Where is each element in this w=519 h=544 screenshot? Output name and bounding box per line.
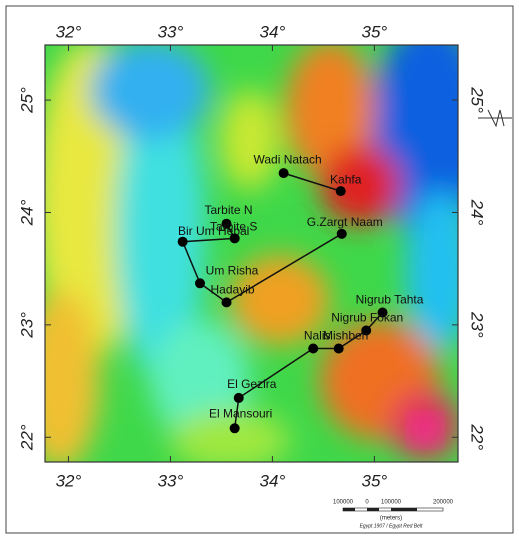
station bbox=[222, 297, 232, 307]
scale-label: 100000 bbox=[333, 500, 354, 506]
station-label: Kahfa bbox=[330, 172, 362, 186]
scale-unit: (meters) bbox=[380, 516, 402, 522]
lon-label: 32° bbox=[56, 471, 82, 490]
lat-label: 25° bbox=[468, 86, 487, 113]
lon-label: 35° bbox=[362, 471, 388, 490]
lon-label: 34° bbox=[260, 471, 286, 490]
station bbox=[337, 229, 347, 239]
station-label: El Gezira bbox=[227, 377, 277, 391]
scale-label: 100000 bbox=[381, 500, 402, 506]
station-label: Nigrub Fokan bbox=[331, 311, 403, 325]
elevation-raster bbox=[20, 20, 490, 470]
lon-label: 33° bbox=[158, 22, 184, 41]
station bbox=[234, 393, 244, 403]
lat-label: 22° bbox=[468, 423, 487, 450]
station-label: Nigrub Tahta bbox=[356, 293, 424, 307]
lon-label: 35° bbox=[362, 22, 388, 41]
projection: Egypt 1907 / Egypt Red Belt bbox=[360, 523, 423, 529]
lat-label: 23° bbox=[468, 311, 487, 338]
lat-label: 22° bbox=[17, 424, 36, 451]
lat-label: 25° bbox=[17, 87, 36, 114]
lon-label: 32° bbox=[56, 22, 82, 41]
station bbox=[334, 343, 344, 353]
station bbox=[279, 168, 289, 178]
station bbox=[336, 186, 346, 196]
station-label: Um Risha bbox=[206, 263, 259, 277]
station-label: El Mansouri bbox=[209, 406, 272, 420]
station bbox=[178, 237, 188, 247]
station-label: G.Zargt Naam bbox=[307, 215, 383, 229]
lon-label: 33° bbox=[158, 471, 184, 490]
lat-label: 24° bbox=[468, 199, 487, 226]
map-figure: 1000000100000200000(meters)Egypt 1907 / … bbox=[0, 0, 519, 539]
station bbox=[195, 278, 205, 288]
station-label: Hadayib bbox=[211, 283, 255, 297]
station-label: Nalis bbox=[304, 329, 331, 343]
station-label: Tarbite N bbox=[205, 203, 253, 217]
lon-label: 34° bbox=[260, 22, 286, 41]
lat-label: 24° bbox=[17, 199, 36, 226]
station bbox=[230, 423, 240, 433]
lat-label: 23° bbox=[17, 312, 36, 339]
station bbox=[308, 343, 318, 353]
scale-label: 200000 bbox=[433, 500, 454, 506]
station-label: Bir Um Hebal bbox=[178, 224, 249, 238]
station-label: Wadi Natach bbox=[253, 152, 321, 166]
